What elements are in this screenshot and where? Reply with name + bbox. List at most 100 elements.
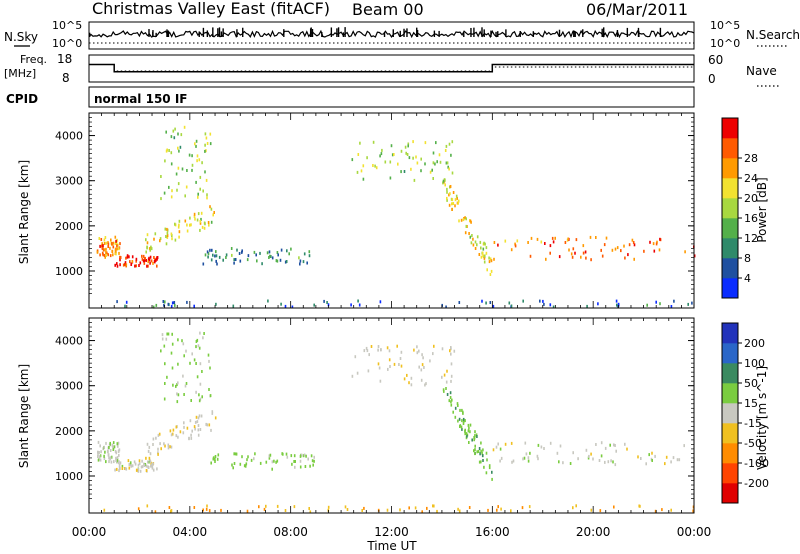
data-cell	[208, 359, 210, 363]
data-cell	[415, 155, 417, 159]
data-cell	[259, 461, 262, 465]
data-cell	[510, 509, 512, 513]
data-cell	[211, 248, 213, 252]
data-cell	[510, 248, 513, 252]
data-cell	[363, 349, 366, 353]
data-cell	[268, 454, 271, 458]
data-cell	[164, 382, 166, 385]
data-cell	[487, 508, 489, 512]
data-cell	[357, 153, 360, 156]
data-cell	[186, 223, 188, 227]
data-cell	[476, 235, 479, 239]
data-cell	[570, 252, 573, 256]
velocity-data	[97, 331, 695, 514]
data-cell	[105, 254, 107, 257]
data-cell	[587, 456, 590, 460]
data-cell	[302, 454, 305, 458]
data-cell	[451, 198, 454, 202]
data-cell	[467, 429, 470, 433]
data-cell	[105, 460, 107, 464]
data-cell	[374, 164, 376, 168]
data-cell	[138, 264, 140, 267]
data-cell	[99, 444, 101, 448]
data-cell	[306, 261, 308, 265]
data-cell	[166, 231, 169, 235]
data-cell	[171, 189, 173, 193]
data-cell	[170, 232, 173, 236]
data-cell	[159, 237, 162, 241]
data-cell	[130, 262, 133, 266]
data-cell	[198, 399, 201, 403]
data-cell	[270, 255, 272, 258]
data-cell	[114, 468, 116, 472]
data-cell	[150, 464, 152, 468]
data-cell	[454, 204, 456, 208]
data-cell	[399, 357, 402, 360]
velocity-panel-bg	[89, 318, 694, 513]
data-cell	[483, 241, 485, 245]
data-cell	[97, 455, 99, 458]
data-cell	[152, 468, 155, 472]
data-cell	[450, 374, 453, 378]
data-cell	[457, 199, 460, 203]
data-cell	[135, 264, 137, 268]
data-cell	[299, 465, 302, 469]
data-cell	[114, 249, 117, 253]
data-cell	[399, 508, 401, 512]
data-cell	[327, 303, 330, 307]
data-cell	[122, 263, 125, 267]
data-cell	[508, 301, 511, 305]
colorbar-segment	[722, 198, 738, 219]
data-cell	[450, 352, 452, 356]
data-cell	[398, 363, 400, 366]
data-cell	[478, 447, 481, 450]
freq-series	[89, 63, 694, 73]
data-cell	[154, 232, 157, 236]
data-cell	[474, 448, 476, 452]
data-cell	[396, 344, 398, 348]
data-cell	[460, 218, 463, 222]
data-cell	[197, 424, 200, 427]
data-cell	[435, 141, 437, 145]
data-cell	[512, 459, 515, 463]
data-cell	[300, 453, 303, 457]
data-cell	[628, 243, 631, 247]
data-cell	[462, 218, 465, 222]
data-cell	[205, 178, 208, 182]
data-cell	[413, 178, 416, 182]
data-cell	[119, 242, 121, 246]
data-cell	[651, 459, 653, 462]
data-cell	[202, 508, 204, 512]
data-cell	[391, 153, 394, 157]
data-cell	[119, 263, 121, 267]
colorbar-segment	[722, 423, 738, 444]
data-cell	[113, 460, 115, 464]
data-cell	[243, 464, 246, 468]
data-cell	[125, 467, 128, 471]
data-cell	[214, 458, 216, 461]
data-cell	[151, 465, 154, 468]
data-cell	[472, 243, 475, 247]
data-cell	[451, 202, 453, 206]
data-cell	[102, 253, 104, 257]
data-cell	[103, 445, 105, 449]
data-cell	[614, 463, 617, 467]
data-cell	[103, 454, 105, 458]
data-cell	[176, 392, 178, 396]
data-cell	[600, 454, 603, 458]
data-cell	[112, 253, 114, 257]
data-cell	[476, 243, 478, 247]
noise-trace	[88, 27, 695, 44]
data-cell	[188, 436, 190, 440]
data-cell	[404, 145, 407, 149]
data-cell	[174, 238, 177, 242]
data-cell	[304, 465, 307, 468]
data-cell	[183, 425, 185, 429]
data-cell	[456, 402, 459, 406]
data-cell	[481, 251, 484, 255]
beam-label: Beam 00	[352, 0, 424, 19]
data-cell	[245, 462, 248, 466]
data-cell	[101, 246, 104, 250]
data-cell	[99, 454, 102, 458]
data-cell	[444, 178, 446, 182]
